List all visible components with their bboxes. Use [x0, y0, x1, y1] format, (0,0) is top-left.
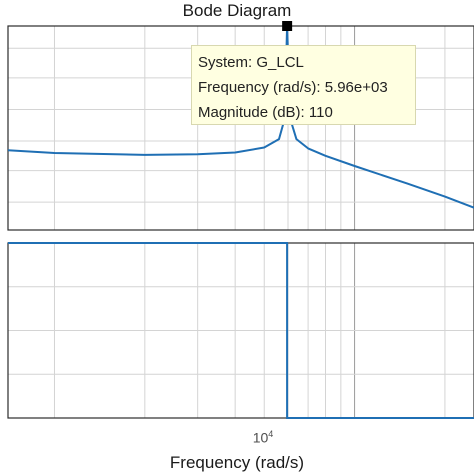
data-tip-system: System: G_LCL: [198, 54, 304, 71]
x-tick-exponent: 4: [268, 429, 274, 439]
data-tip-frequency: Frequency (rad/s): 5.96e+03: [198, 79, 388, 96]
data-tip-magnitude: Magnitude (dB): 110: [198, 104, 333, 121]
phase-series-line: [8, 242, 474, 419]
chart-title: Bode Diagram: [182, 1, 292, 20]
datatip-marker: [282, 21, 293, 31]
x-tick-base: 10: [252, 429, 269, 446]
data-tip: System: G_LCL Frequency (rad/s): 5.96e+0…: [191, 45, 416, 125]
x-tick-label-10e4: 104: [245, 426, 281, 446]
magnitude-axes-frame: [7, 25, 474, 231]
x-axis-label: Frequency (rad/s): [169, 453, 305, 472]
